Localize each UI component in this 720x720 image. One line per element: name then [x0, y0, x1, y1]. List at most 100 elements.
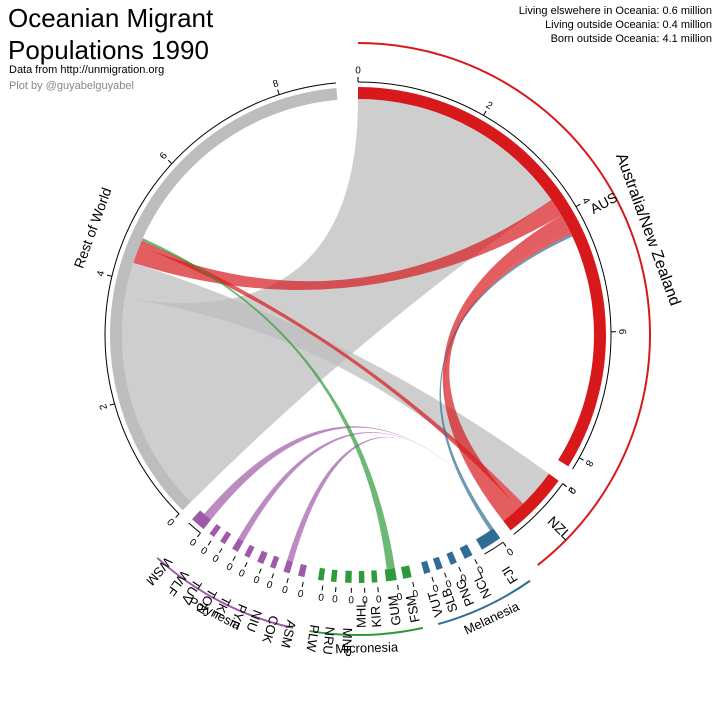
axis-AUS [357, 81, 612, 470]
sector-WSM [192, 510, 212, 530]
country-label-NRU: NRU [320, 626, 338, 656]
tick-label-TON-0: 0 [225, 559, 236, 572]
tick-label-ROW-2: 4 [95, 269, 107, 277]
tick-label-TKL-0: 0 [237, 566, 247, 579]
region-arc-australianewzealand [357, 42, 651, 566]
tick-ROW-0 [175, 513, 180, 518]
sector-COK [283, 560, 293, 574]
tick-label-KIR-0: 0 [375, 592, 382, 603]
country-label-VUT: VUT [424, 589, 446, 618]
tick-label-FSM-0: 0 [411, 587, 419, 599]
tick-NCL-0 [474, 559, 478, 565]
country-label-MHL: MHL [353, 600, 368, 628]
region-label-micronesia: Micronesia [335, 639, 399, 656]
sector-NCL [459, 544, 473, 559]
tick-TON-0 [232, 556, 236, 561]
tick-label-GUM-0: 0 [395, 590, 403, 602]
country-label-ROW: Rest of World [71, 185, 115, 270]
tick-label-TUV-0: 0 [211, 551, 222, 564]
sector-NRU [330, 569, 338, 583]
tick-label-VUT-0: 0 [430, 581, 439, 593]
sector-MHL [358, 570, 365, 583]
country-label-AUS: AUS [587, 189, 620, 217]
tick-WSM-0 [196, 532, 201, 538]
sector-NIU [269, 555, 280, 569]
tick-AUS-4 [578, 457, 584, 461]
tick-label-NRU-0: 0 [331, 592, 338, 603]
axis-WSM [188, 522, 201, 534]
tick-ROW-2 [106, 274, 113, 277]
tick-label-AUS-1: 2 [484, 100, 495, 113]
tick-WLF-0 [207, 540, 212, 546]
tick-GUM-0 [397, 584, 399, 590]
sector-TUV [220, 531, 232, 545]
tick-ROW-4 [277, 89, 280, 95]
tick-AUS-1 [483, 110, 487, 116]
tick-NZL-1 [562, 483, 568, 488]
tick-label-NCL-0: 0 [474, 563, 484, 576]
tick-TKL-0 [244, 562, 248, 568]
sector-KIR [371, 570, 378, 583]
total-outside-oceania: Living outside Oceania: 0.4 million [545, 19, 712, 31]
title-line-2: Populations 1990 [8, 35, 209, 65]
sector-TON [232, 538, 244, 552]
tick-SLB-0 [444, 572, 447, 578]
tick-FJI-0 [502, 541, 507, 547]
tick-label-NZL-0: 0 [565, 485, 577, 496]
tick-label-AUS-4: 8 [582, 458, 595, 469]
sector-SLB [432, 556, 443, 571]
sector-FJI [476, 528, 501, 550]
tick-label-PYF-0: 0 [252, 572, 262, 584]
sector-ASM [298, 563, 307, 578]
country-label-NIU: NIU [243, 608, 265, 634]
region-arc-micronesia [309, 626, 424, 636]
sector-GUM [384, 568, 397, 582]
tick-label-PLW-0: 0 [317, 590, 324, 602]
axis-NZL [513, 483, 564, 535]
tick-VUT-0 [431, 576, 434, 582]
tick-ROW-3 [167, 159, 173, 164]
total-born-outside: Born outside Oceania: 4.1 million [550, 33, 712, 45]
flow-ROW-to-NZL [124, 262, 549, 504]
tick-AUS-2 [575, 203, 581, 208]
tick-PNG-0 [458, 566, 462, 572]
region-label-australianewzealand: Australia/New Zealand [612, 151, 683, 308]
tick-label-ROW-4: 8 [271, 78, 280, 90]
tick-PLW-0 [321, 585, 324, 591]
flow-ROW-to-AUS [121, 99, 552, 502]
flow-AUS-to-ROW [133, 199, 562, 290]
flow-NZL-to-AUS [442, 215, 571, 521]
sector-PLW [317, 567, 326, 581]
country-label-GUM: GUM [385, 594, 404, 626]
sector-PYF [257, 550, 268, 565]
sector-VUT [421, 560, 431, 574]
tick-label-MHL-0: 0 [362, 593, 368, 604]
tick-label-ROW-3: 6 [158, 150, 170, 162]
sector-FSM [401, 565, 412, 579]
tick-ASM-0 [301, 581, 304, 587]
sector-MNP [345, 570, 352, 583]
sector-AUS [358, 87, 606, 467]
tick-label-ROW-1: 2 [98, 402, 110, 411]
sector-NZL [503, 473, 559, 531]
tick-label-WSM-0: 0 [188, 535, 200, 547]
total-elsewhere-oceania: Living elswehere in Oceania: 0.6 million [518, 5, 712, 17]
flow-TON-to-NZL [238, 432, 504, 542]
axis-FJI [484, 541, 504, 555]
chart-title: Oceanian Migrant Populations 1990 [8, 2, 213, 66]
sector-WLF [209, 523, 221, 537]
flow-WSM-to-NZL [204, 426, 504, 521]
totals-panel: Living elswehere in Oceania: 0.6 million… [519, 4, 712, 46]
sector-PNG [446, 551, 457, 565]
flow-links [121, 99, 573, 570]
tick-COK-0 [286, 578, 289, 584]
tick-label-FJI-0: 0 [504, 545, 515, 557]
region-arc-melanesia [437, 579, 531, 626]
data-source: Data from http://unmigration.org [9, 64, 165, 76]
sector-ROW [109, 87, 338, 511]
tick-FSM-0 [412, 581, 415, 587]
country-label-ASM: ASM [278, 619, 299, 650]
sector-TKL [244, 544, 255, 558]
